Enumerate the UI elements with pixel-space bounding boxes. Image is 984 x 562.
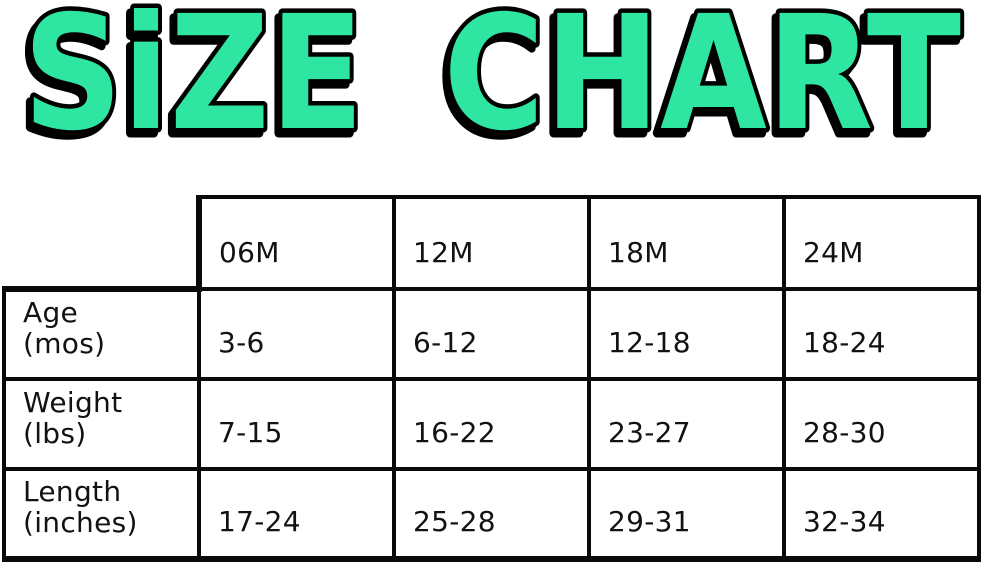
cell-age-06m: 3-6 — [197, 287, 396, 381]
corner-empty-cell — [4, 197, 199, 289]
page-title: SiZE CHART — [0, 0, 984, 172]
cell-length-06m: 17-24 — [197, 467, 396, 562]
row-label-length-line2: (inches) — [23, 506, 138, 539]
cell-weight-06m: 7-15 — [197, 377, 396, 471]
row-label-weight-line2: (lbs) — [23, 417, 87, 450]
size-table: 06M 12M 18M 24M Age (mos) 3-6 6-12 12-18… — [2, 195, 981, 562]
table-header-row: 06M 12M 18M 24M — [4, 195, 981, 291]
cell-age-12m: 6-12 — [392, 287, 591, 381]
row-label-length-line1: Length — [23, 475, 122, 508]
row-label-weight: Weight (lbs) — [2, 377, 201, 471]
cell-age-24m: 18-24 — [782, 287, 981, 381]
column-header-24m: 24M — [782, 195, 981, 291]
cell-age-18m: 12-18 — [587, 287, 786, 381]
cell-length-18m: 29-31 — [587, 467, 786, 562]
row-label-age-line2: (mos) — [23, 327, 106, 360]
size-table-container: 06M 12M 18M 24M Age (mos) 3-6 6-12 12-18… — [2, 195, 981, 562]
title-bubble-text-graphic: SiZE CHART — [19, 0, 966, 171]
cell-length-12m: 25-28 — [392, 467, 591, 562]
cell-weight-18m: 23-27 — [587, 377, 786, 471]
row-label-length: Length (inches) — [2, 467, 201, 562]
row-label-weight-line1: Weight — [23, 386, 123, 419]
cell-weight-24m: 28-30 — [782, 377, 981, 471]
row-label-age-line1: Age — [23, 296, 79, 329]
cell-weight-12m: 16-22 — [392, 377, 591, 471]
table-row-weight: Weight (lbs) 7-15 16-22 23-27 28-30 — [2, 377, 981, 471]
table-row-length: Length (inches) 17-24 25-28 29-31 32-34 — [2, 467, 981, 562]
table-row-age: Age (mos) 3-6 6-12 12-18 18-24 — [2, 286, 981, 381]
cell-length-24m: 32-34 — [782, 467, 981, 562]
title-text: SiZE CHART — [23, 0, 961, 166]
column-header-18m: 18M — [587, 195, 786, 291]
row-label-age: Age (mos) — [2, 286, 201, 381]
column-header-06m: 06M — [196, 195, 396, 291]
column-header-12m: 12M — [392, 195, 591, 291]
